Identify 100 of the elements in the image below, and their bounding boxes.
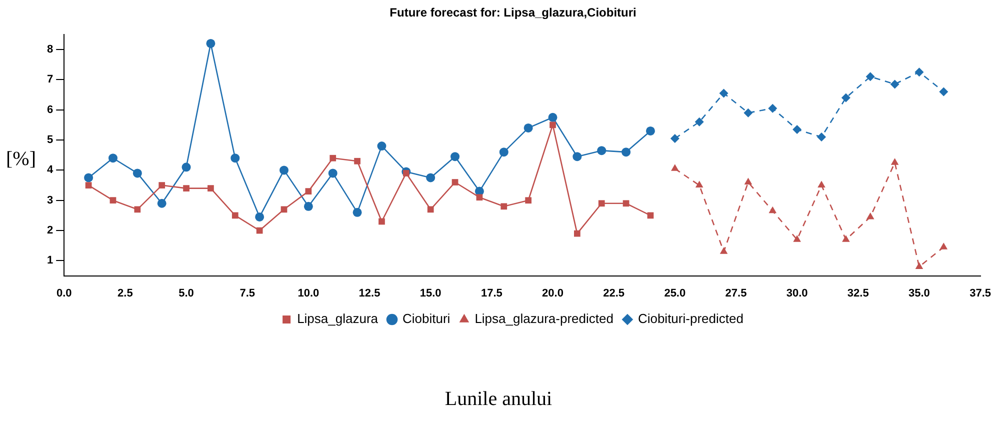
chart-title: Future forecast for: Lipsa_glazura,Ciobituri	[390, 6, 636, 20]
point	[816, 132, 826, 142]
point	[208, 185, 214, 192]
point	[354, 158, 360, 164]
point	[450, 152, 460, 162]
point	[280, 166, 288, 175]
legend-label: Lipsa_glazura-predicted	[474, 311, 614, 326]
point	[890, 158, 899, 165]
x-tick-label: 30.0	[786, 287, 808, 300]
x-tick-label: 15.0	[420, 287, 442, 300]
point	[206, 38, 216, 48]
point	[915, 262, 924, 269]
y-tick-label: 8	[46, 44, 54, 56]
x-tick-label: 20.0	[542, 287, 564, 300]
point	[132, 168, 142, 178]
point	[622, 200, 630, 207]
point	[550, 122, 556, 128]
x-tick-label: 22.5	[603, 287, 625, 300]
point	[499, 148, 508, 157]
point	[671, 164, 679, 171]
point	[939, 87, 948, 96]
point	[866, 212, 874, 220]
point	[695, 180, 704, 188]
point	[890, 80, 900, 89]
legend-label: Ciobituri	[402, 311, 450, 326]
point	[157, 198, 166, 208]
point	[110, 197, 116, 204]
point	[230, 154, 240, 163]
point	[352, 208, 362, 217]
point	[452, 179, 458, 186]
x-tick-label: 10.0	[298, 287, 320, 300]
point	[426, 173, 436, 182]
point	[476, 194, 483, 201]
point	[524, 123, 533, 132]
point	[304, 202, 313, 211]
point	[402, 170, 410, 176]
x-tick-label: 27.5	[725, 287, 747, 300]
point	[328, 168, 338, 178]
x-tick-label: 5.0	[178, 287, 194, 300]
point	[84, 173, 94, 182]
x-tick-label: 7.5	[240, 287, 255, 300]
y-tick-label: 3	[46, 194, 54, 206]
point	[768, 206, 777, 214]
point	[158, 182, 166, 188]
point	[256, 227, 263, 234]
x-tick-label: 0.0	[56, 287, 72, 300]
point	[622, 148, 631, 157]
x-tick-label: 12.5	[358, 287, 380, 300]
point	[818, 180, 826, 188]
point	[744, 108, 753, 118]
point	[768, 104, 778, 113]
x-tick-label: 25.0	[664, 287, 686, 300]
point	[134, 206, 141, 213]
point	[793, 235, 801, 242]
point	[719, 88, 728, 98]
point	[866, 72, 875, 82]
legend-label: Lipsa_glazura	[297, 311, 379, 326]
point	[598, 200, 605, 207]
point	[183, 185, 190, 192]
point	[280, 206, 288, 213]
y-tick-label: 1	[46, 254, 54, 267]
point	[232, 212, 238, 219]
point	[694, 117, 704, 126]
point	[597, 146, 606, 156]
x-axis-title: Lunile anului	[444, 388, 554, 411]
point	[548, 112, 558, 122]
point	[572, 152, 582, 162]
point	[914, 68, 924, 77]
point	[525, 197, 532, 204]
y-tick-label: 5	[46, 134, 54, 146]
x-tick-label: 32.5	[847, 287, 869, 300]
point	[378, 218, 385, 225]
y-tick-label: 6	[46, 104, 54, 116]
point	[85, 182, 92, 188]
y-axis-title: [%]	[6, 148, 36, 171]
point	[182, 162, 191, 172]
point	[720, 247, 728, 254]
point	[842, 235, 850, 242]
point	[792, 124, 802, 134]
legend-label: Ciobituri-predicted	[638, 311, 744, 326]
x-tick-label: 37.5	[970, 287, 992, 300]
point	[255, 212, 264, 222]
point	[500, 203, 508, 210]
point	[305, 188, 312, 194]
x-tick-label: 2.5	[118, 287, 133, 300]
point	[427, 206, 434, 213]
x-tick-label: 17.5	[480, 287, 502, 300]
point	[108, 154, 118, 163]
y-tick-label: 4	[46, 164, 54, 176]
point	[940, 242, 948, 250]
point	[646, 126, 655, 136]
point	[744, 178, 752, 185]
point	[330, 154, 336, 162]
x-tick-label: 35.0	[908, 287, 930, 300]
point	[574, 230, 580, 237]
y-tick-label: 2	[46, 224, 54, 237]
point	[670, 134, 680, 144]
y-tick-label: 7	[46, 74, 54, 86]
point	[841, 93, 850, 102]
point	[377, 142, 386, 151]
